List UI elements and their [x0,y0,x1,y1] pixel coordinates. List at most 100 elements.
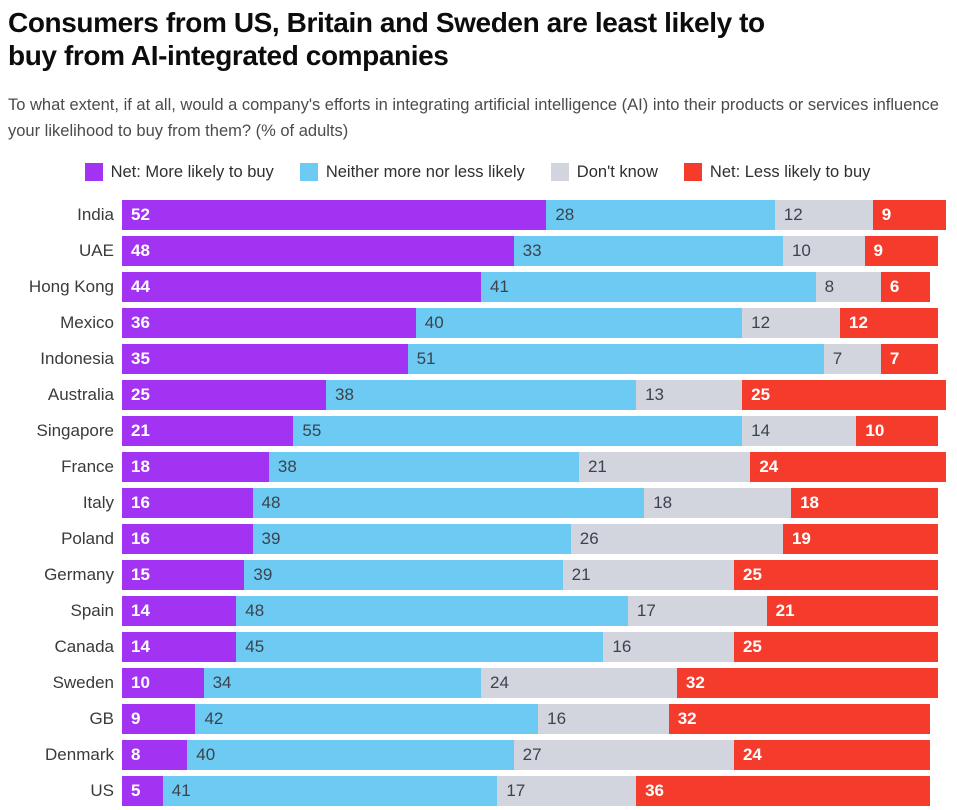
bar-segment-dont-know: 14 [742,416,857,446]
bar-segment-neither: 55 [293,416,743,446]
bar-group: 48 33 10 9 [122,236,938,266]
bar-segment-less-likely: 32 [668,704,930,734]
bar-segment-more-likely: 16 [122,488,253,518]
bar-segment-less-likely: 25 [742,380,947,410]
bar-group: 10 34 24 32 [122,668,938,698]
bar-segment-less-likely: 6 [880,272,930,302]
bar-segment-dont-know: 13 [636,380,743,410]
bar-segment-dont-know: 21 [562,560,734,590]
chart-row-us: US 5 41 17 36 [8,776,938,806]
bar-segment-more-likely: 14 [122,596,237,626]
country-label: Spain [70,601,114,620]
legend: Net: More likely to buy Neither more nor … [8,161,947,183]
country-label: Poland [61,529,114,548]
bar-segment-more-likely: 15 [122,560,245,590]
bar-segment-more-likely: 5 [122,776,163,806]
bar-group: 44 41 8 6 [122,272,938,302]
bar-group: 52 28 12 9 [122,200,947,230]
bar-group: 5 41 17 36 [122,776,938,806]
legend-label-dont-know: Don't know [576,162,658,181]
bar-segment-dont-know: 18 [644,488,792,518]
chart-row-mexico: Mexico 36 40 12 12 [8,308,938,338]
chart-row-gb: GB 9 42 16 32 [8,704,938,734]
country-label: Singapore [36,421,114,440]
chart-row-australia: Australia 25 38 13 25 [8,380,947,410]
bar-segment-dont-know: 12 [742,308,841,338]
bar-segment-neither: 41 [481,272,816,302]
bar-segment-dont-know: 7 [823,344,881,374]
legend-item-more-likely: Net: More likely to buy [84,162,274,182]
bar-segment-less-likely: 18 [791,488,938,518]
bar-segment-neither: 39 [252,524,571,554]
legend-item-less-likely: Net: Less likely to buy [683,162,871,182]
bar-segment-less-likely: 12 [840,308,938,338]
legend-label-more-likely: Net: More likely to buy [110,162,274,181]
bar-segment-more-likely: 9 [122,704,196,734]
country-label: India [77,205,114,224]
bar-group: 14 48 17 21 [122,596,938,626]
country-label: Denmark [45,745,114,764]
bar-segment-neither: 48 [252,488,645,518]
chart-row-germany: Germany 15 39 21 25 [8,560,938,590]
bar-segment-neither: 40 [415,308,743,338]
country-label: US [90,781,114,800]
bar-segment-neither: 38 [268,452,579,482]
country-label: Germany [44,565,114,584]
bar-segment-more-likely: 36 [122,308,416,338]
bar-segment-neither: 40 [187,740,514,770]
chart-row-spain: Spain 14 48 17 21 [8,596,938,626]
page-title: Consumers from US, Britain and Sweden ar… [8,6,947,72]
bar-segment-dont-know: 8 [815,272,881,302]
bar-segment-more-likely: 52 [122,200,547,230]
legend-item-neither: Neither more nor less likely [299,162,525,182]
bar-segment-neither: 48 [236,596,628,626]
chart-subtitle: To what extent, if at all, would a compa… [8,96,939,140]
bar-segment-neither: 39 [244,560,563,590]
legend-swatch-more-likely [84,163,103,181]
bar-segment-more-likely: 48 [122,236,514,266]
country-label: UAE [79,241,114,260]
chart-row-france: France 18 38 21 24 [8,452,947,482]
bar-segment-neither: 33 [513,236,783,266]
bar-group: 16 39 26 19 [122,524,938,554]
bar-group: 14 45 16 25 [122,632,938,662]
bar-group: 15 39 21 25 [122,560,938,590]
chart-row-italy: Italy 16 48 18 18 [8,488,938,518]
legend-item-dont-know: Don't know [550,162,658,182]
bar-group: 16 48 18 18 [122,488,938,518]
bar-segment-dont-know: 10 [782,236,865,266]
chart-row-hong-kong: Hong Kong 44 41 8 6 [8,272,938,302]
legend-swatch-less-likely [683,163,702,181]
page-title-line-2: buy from AI-integrated companies [8,40,449,71]
country-label: Sweden [52,673,114,692]
bar-group: 18 38 21 24 [122,452,947,482]
country-label: GB [89,709,114,728]
chart-row-indonesia: Indonesia 35 51 7 7 [8,344,938,374]
legend-label-less-likely: Net: Less likely to buy [709,162,871,181]
bar-segment-neither: 45 [236,632,604,662]
bar-segment-neither: 38 [326,380,637,410]
bar-segment-neither: 28 [546,200,775,230]
bar-segment-dont-know: 17 [497,776,637,806]
chart: India 52 28 12 9 UAE 48 33 10 9 Hong Kong 44 41 8 6 Mex… [8,200,947,806]
bar-segment-dont-know: 21 [578,452,751,482]
bar-segment-neither: 51 [407,344,824,374]
chart-row-uae: UAE 48 33 10 9 [8,236,938,266]
bar-segment-dont-know: 26 [570,524,783,554]
bar-segment-more-likely: 25 [122,380,326,410]
chart-row-singapore: Singapore 21 55 14 10 [8,416,938,446]
country-label: Indonesia [40,349,114,368]
chart-row-poland: Poland 16 39 26 19 [8,524,938,554]
bar-segment-less-likely: 9 [872,200,947,230]
chart-row-canada: Canada 14 45 16 25 [8,632,938,662]
legend-label-neither: Neither more nor less likely [325,162,525,181]
bar-group: 8 40 27 24 [122,740,938,770]
country-label: France [61,457,114,476]
bar-segment-more-likely: 16 [122,524,253,554]
bar-group: 21 55 14 10 [122,416,938,446]
chart-row-india: India 52 28 12 9 [8,200,947,230]
bar-segment-less-likely: 25 [733,632,938,662]
country-label: Canada [54,637,114,656]
bar-segment-dont-know: 24 [481,668,677,698]
